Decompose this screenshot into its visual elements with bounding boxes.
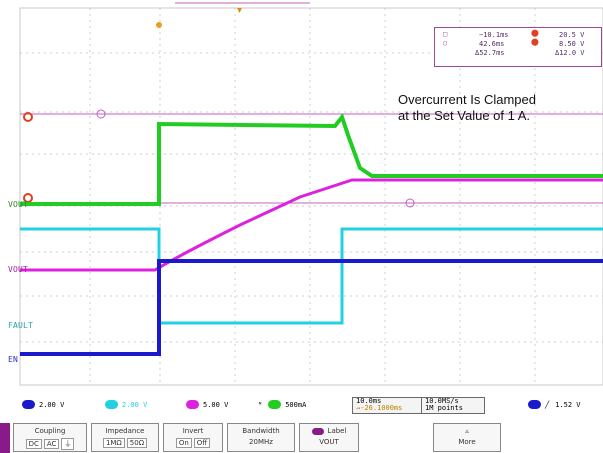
ch1-scale[interactable]: 2.00 V — [22, 399, 64, 410]
trace-green-vout — [20, 117, 603, 204]
impedance-50ohm[interactable]: 50Ω — [127, 438, 147, 448]
cursor-delta-v: Δ12.0 V — [555, 49, 585, 57]
trigger-position-marker — [237, 8, 242, 13]
bandwidth-button[interactable]: Bandwidth 20MHz — [227, 423, 295, 452]
ch2-badge-icon — [105, 400, 118, 409]
cursor-icon-2: ○ — [443, 39, 447, 47]
coupling-ac[interactable]: AC — [44, 439, 60, 449]
channel-label-en: EN — [8, 355, 18, 364]
invert-on[interactable]: On — [176, 438, 192, 448]
channel-menu: Coupling DC AC ⏚ Impedance 1MΩ 50Ω Invert O… — [0, 421, 603, 453]
cursor-ref-icon-1: ⬤ — [531, 29, 539, 37]
cursor-readout: □ ○ −10.1ms 42.6ms Δ52.7ms ⬤ ⬤ 20.5 V 8.… — [434, 27, 602, 67]
acquisition-box[interactable]: 10.0MS/s 1M points — [421, 397, 485, 414]
label-button[interactable]: Label VOUT — [299, 423, 359, 452]
trace-blue-en — [20, 261, 603, 354]
impedance-1mohm[interactable]: 1MΩ — [103, 438, 125, 448]
annotation-text: Overcurrent Is Clamped at the Set Value … — [398, 92, 603, 124]
cursor-v2: 8.50 V — [559, 40, 584, 48]
invert-button[interactable]: Invert On Off — [163, 423, 223, 452]
ch2-scale[interactable]: 2.00 V — [105, 399, 147, 410]
coupling-gnd[interactable]: ⏚ — [61, 438, 74, 450]
trigger-marker — [156, 22, 162, 28]
ch4-scale[interactable]: ᴺ 500mA — [258, 399, 306, 410]
coupling-button[interactable]: Coupling DC AC ⏚ — [13, 423, 87, 452]
annotation-line-2: at the Set Value of 1 A. — [398, 108, 603, 124]
impedance-button[interactable]: Impedance 1MΩ 50Ω — [91, 423, 159, 452]
trigger-position: →-26.1000ms — [356, 405, 418, 412]
bw-limit-icon: ᴺ — [258, 401, 262, 409]
ch3-scale[interactable]: 5.00 V — [186, 399, 228, 410]
coupling-dc[interactable]: DC — [26, 439, 42, 449]
annotation-line-1: Overcurrent Is Clamped — [398, 92, 603, 108]
more-button[interactable]: ▵ More — [433, 423, 501, 452]
cursor-t2: 42.6ms — [479, 40, 504, 48]
menu-channel-indicator — [0, 423, 10, 453]
channel-label-vout-green: VOUT — [8, 200, 28, 209]
label-channel-icon — [312, 428, 324, 435]
cursor-t1: −10.1ms — [479, 31, 509, 39]
timebase-box[interactable]: 10.0ms →-26.1000ms — [352, 397, 422, 414]
channel-label-fault: FAULT — [8, 321, 33, 330]
trace-cyan-fault — [20, 229, 603, 323]
invert-off[interactable]: Off — [194, 438, 210, 448]
cursor-v1: 20.5 V — [559, 31, 584, 39]
cursor-ref-icon-2: ⬤ — [531, 38, 539, 46]
oscilloscope-screen: VOUT VOUT FAULT EN □ ○ −10.1ms 42.6ms Δ5… — [0, 0, 603, 392]
cursor-delta-t: Δ52.7ms — [475, 49, 505, 57]
trigger-readout[interactable]: ╱ 1.52 V — [528, 399, 581, 410]
rising-edge-icon: ╱ — [545, 401, 549, 409]
channel-status-bar: 2.00 V 2.00 V 5.00 V ᴺ 500mA 10.0ms →-26… — [0, 397, 603, 413]
record-length: 1M points — [425, 405, 481, 412]
channel-label-vout-magenta: VOUT — [8, 265, 28, 274]
more-arrow-icon: ▵ — [434, 427, 500, 435]
trigger-channel-icon — [528, 400, 541, 409]
trace-magenta-vout — [20, 180, 603, 270]
ch3-badge-icon — [186, 400, 199, 409]
ch4-badge-icon — [268, 400, 281, 409]
ch1-badge-icon — [22, 400, 35, 409]
cursor-icon-1: □ — [443, 30, 447, 38]
